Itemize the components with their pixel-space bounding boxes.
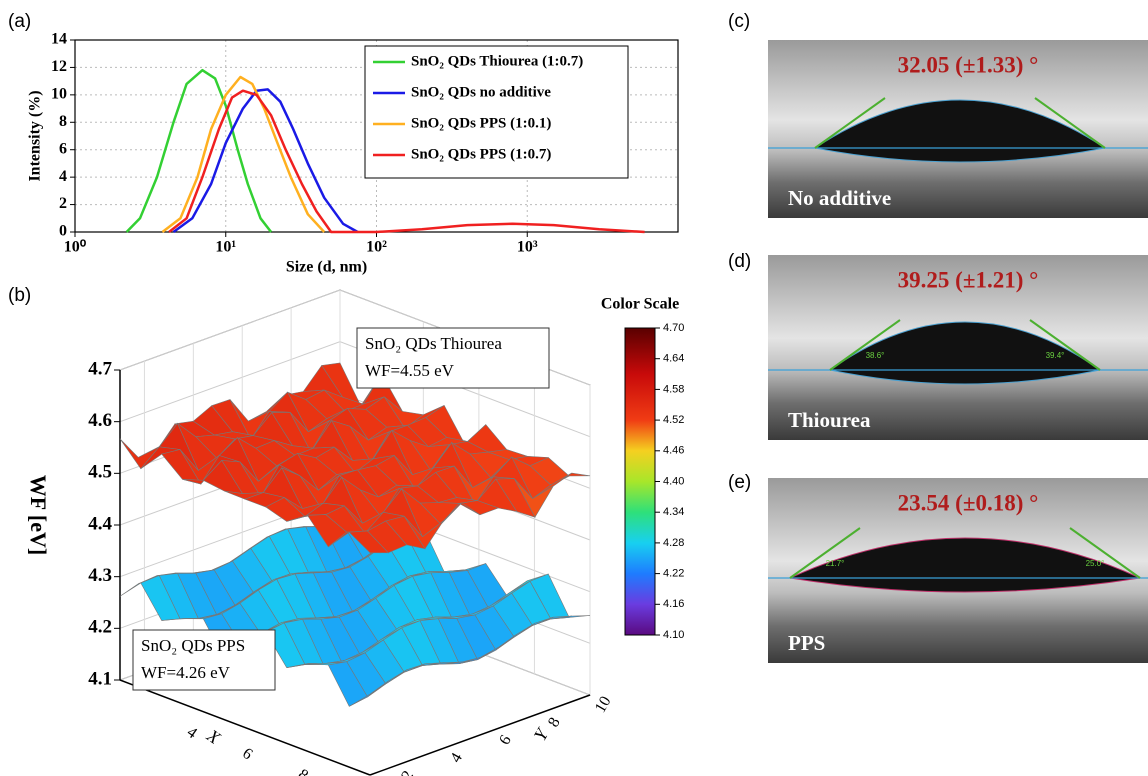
sample-label: Thiourea — [788, 408, 871, 432]
angle-mark: 38.6° — [866, 351, 885, 360]
z-tick-label: 4.2 — [88, 617, 112, 638]
z-tick-label: 4.3 — [88, 565, 112, 586]
y-axis — [369, 694, 591, 776]
colorbar-title: Color Scale — [601, 296, 679, 313]
annotation-box — [132, 629, 276, 691]
sample-label: No additive — [788, 186, 891, 210]
colorbar-tick-label: 4.28 — [663, 537, 684, 549]
colorbar-tick-label: 4.64 — [663, 353, 684, 365]
y-tick-label: 8 — [59, 113, 67, 130]
annotation-box — [356, 327, 550, 389]
x-tick-label: 6 — [239, 745, 255, 764]
annotation: WF=4.26 eV — [141, 663, 231, 682]
y-tick-label: 6 — [59, 140, 67, 157]
tangent — [1069, 527, 1141, 579]
y-tick-label: 10 — [51, 86, 67, 103]
x-tick-label: 4 — [184, 724, 200, 743]
legend-entry: SnO₂ QDs PPS (1:0.7) — [411, 146, 551, 162]
z-tick-label: 4.1 — [88, 668, 112, 689]
contact-angle: 32.05 (±1.33) ° — [898, 52, 1039, 77]
z-tick-label: 4.7 — [88, 358, 112, 379]
legend-entry: SnO₂ QDs PPS (1:0.1) — [411, 115, 551, 131]
y-tick-label: 14 — [51, 31, 67, 48]
x-tick-label: 10² — [366, 239, 387, 256]
angle-mark: 25.0° — [1086, 559, 1105, 568]
colorbar-tick-label: 4.58 — [663, 383, 684, 395]
tangent — [1029, 319, 1101, 371]
tangent — [829, 319, 901, 371]
panel-label: (a) — [8, 11, 31, 32]
colorbar-tick-label: 4.46 — [663, 445, 684, 457]
sample-label: PPS — [788, 631, 825, 655]
annotation: SnO₂ QDs Thiourea — [365, 334, 502, 353]
colorbar-tick-label: 4.40 — [663, 475, 684, 487]
tangent — [1034, 97, 1106, 149]
y-tick-label: 4 — [447, 750, 466, 765]
legend-entry: SnO₂ QDs Thiourea (1:0.7) — [411, 53, 583, 69]
y-axis-label: Intensity (%) — [27, 90, 44, 181]
z-axis-label: WF [eV] — [26, 475, 51, 555]
x-tick-label: 10¹ — [215, 239, 236, 256]
colorbar-tick-label: 4.52 — [663, 414, 684, 426]
x-tick-label: 10⁰ — [64, 239, 87, 256]
y-tick-label: 8 — [545, 715, 564, 730]
colorbar — [624, 327, 656, 636]
z-tick-label: 4.4 — [88, 513, 112, 534]
y-tick-label: 10 — [592, 693, 615, 715]
colorbar-tick-label: 4.22 — [663, 568, 684, 580]
annotation: SnO₂ QDs PPS — [141, 636, 245, 655]
x-tick-label: 8 — [295, 766, 311, 776]
tangent — [814, 97, 886, 149]
panel-label: (b) — [8, 285, 31, 306]
colorbar-tick-label: 4.70 — [663, 322, 684, 334]
y-tick-label: 2 — [59, 195, 67, 212]
y-tick-label: 0 — [59, 223, 67, 240]
contact-angle: 23.54 (±0.18) ° — [898, 490, 1039, 515]
y-tick-label: 6 — [496, 732, 515, 747]
angle-mark: 39.4° — [1046, 351, 1065, 360]
data-line — [125, 68, 273, 233]
data-line — [172, 88, 359, 234]
legend-box — [364, 45, 629, 179]
y-axis-label: Y — [530, 724, 553, 744]
data-line — [168, 89, 645, 234]
contact-angle: 39.25 (±1.21) ° — [898, 267, 1039, 292]
panel-label: (d) — [728, 251, 751, 272]
y-tick-label: 2 — [398, 768, 417, 776]
z-tick-label: 4.5 — [88, 462, 112, 483]
x-axis — [119, 679, 371, 776]
angle-mark: 21.7° — [826, 559, 845, 568]
y-tick-label: 4 — [59, 168, 67, 185]
tangent — [789, 527, 861, 579]
colorbar-tick-label: 4.16 — [663, 598, 684, 610]
annotation: WF=4.55 eV — [365, 361, 455, 380]
legend-entry: SnO₂ QDs no additive — [411, 84, 551, 100]
y-tick-label: 12 — [51, 58, 67, 75]
x-axis-label: Size (d, nm) — [286, 259, 367, 276]
colorbar-tick-label: 4.34 — [663, 506, 684, 518]
x-axis-label: X — [203, 725, 225, 749]
z-tick-label: 4.6 — [88, 410, 112, 431]
surface-cell — [348, 530, 390, 554]
surface-cell — [349, 680, 389, 707]
colorbar-tick-label: 4.10 — [663, 629, 684, 641]
panel-label: (c) — [728, 11, 750, 32]
x-tick-label: 10³ — [517, 239, 538, 256]
data-line — [161, 75, 326, 233]
panel-label: (e) — [728, 472, 751, 493]
